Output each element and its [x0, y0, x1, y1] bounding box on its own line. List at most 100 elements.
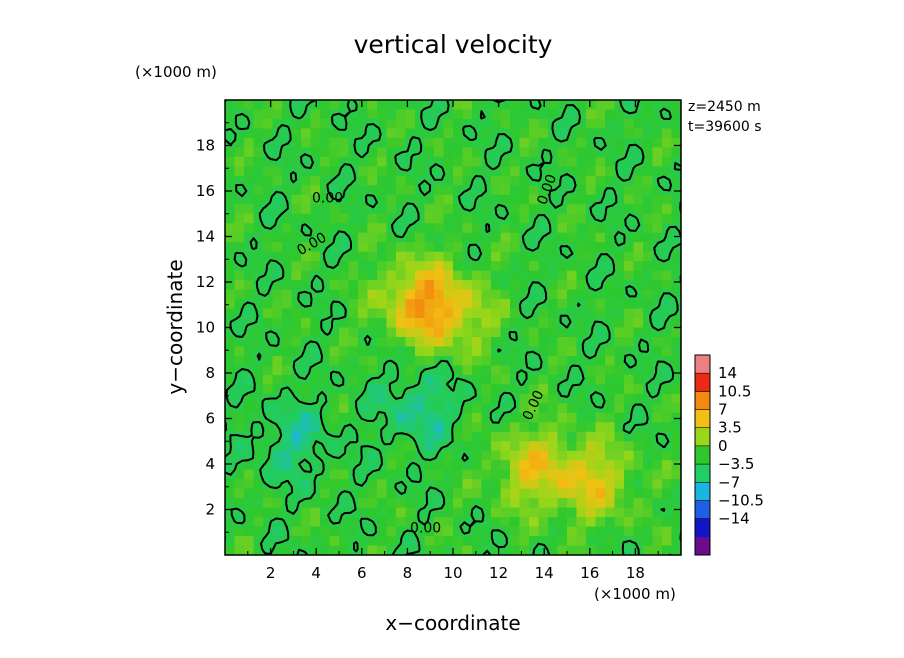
field-cell — [548, 355, 559, 367]
field-cell — [377, 223, 388, 234]
field-cell — [567, 346, 578, 357]
field-cell — [614, 128, 625, 139]
field-cell — [453, 469, 464, 480]
field-cell — [510, 393, 521, 404]
field-cell — [567, 318, 578, 329]
field-cell — [643, 100, 654, 111]
field-cell — [671, 460, 681, 471]
field-cell — [272, 232, 283, 243]
field-cell — [377, 479, 388, 490]
field-cell — [529, 194, 540, 205]
field-cell — [643, 289, 654, 300]
field-cell — [462, 232, 473, 243]
field-cell — [662, 327, 673, 338]
field-cell — [548, 299, 559, 310]
field-cell — [491, 175, 502, 186]
field-cell — [329, 251, 340, 262]
field-cell — [329, 147, 340, 158]
field-cell — [301, 308, 312, 319]
field-cell — [453, 336, 464, 348]
field-cell — [282, 517, 293, 528]
field-cell — [339, 460, 350, 471]
field-cell — [491, 223, 502, 234]
field-cell — [643, 374, 654, 385]
colorbar-swatch — [695, 464, 710, 483]
field-cell — [671, 280, 681, 291]
field-cell — [453, 166, 464, 177]
field-cell — [377, 299, 388, 310]
field-cell — [339, 365, 350, 376]
field-cell — [253, 175, 264, 186]
field-cell — [434, 479, 445, 490]
field-cell — [396, 204, 407, 215]
field-cell — [652, 498, 663, 509]
field-cell — [643, 336, 654, 348]
field-cell — [595, 393, 606, 404]
field-cell — [301, 299, 312, 310]
field-cell — [443, 194, 454, 205]
field-cell — [671, 204, 681, 215]
field-cell — [272, 289, 283, 300]
field-cell — [491, 308, 502, 319]
field-cell — [310, 175, 321, 186]
field-cell — [272, 536, 283, 547]
field-cell — [291, 289, 302, 300]
field-cell — [329, 517, 340, 528]
field-cell — [339, 450, 350, 461]
field-cell — [462, 393, 473, 404]
field-cell — [339, 261, 350, 272]
field-cell — [557, 166, 568, 177]
field-cell — [263, 232, 274, 243]
field-cell — [548, 498, 559, 509]
field-cell — [491, 261, 502, 272]
field-cell — [671, 374, 681, 385]
field-cell — [396, 355, 407, 367]
field-cell — [339, 441, 350, 452]
field-cell — [377, 450, 388, 461]
field-cell — [234, 355, 245, 367]
field-cell — [434, 308, 445, 319]
field-cell — [472, 185, 483, 196]
field-cell — [557, 517, 568, 528]
field-cell — [662, 374, 673, 385]
field-cell — [624, 204, 635, 215]
field-cell — [500, 128, 511, 139]
field-cell — [434, 336, 445, 348]
field-cell — [567, 128, 578, 139]
field-cell — [624, 185, 635, 196]
field-cell — [320, 166, 331, 177]
field-cell — [557, 488, 568, 499]
field-cell — [510, 261, 521, 272]
field-cell — [500, 318, 511, 329]
field-cell — [253, 280, 264, 291]
field-cell — [671, 128, 681, 139]
field-cell — [272, 109, 283, 120]
colorbar-swatch — [695, 391, 710, 410]
field-cell — [301, 460, 312, 471]
field-cell — [567, 242, 578, 253]
field-cell — [481, 175, 492, 186]
field-cell — [595, 460, 606, 471]
field-cell — [234, 318, 245, 329]
field-cell — [339, 223, 350, 234]
field-cell — [282, 536, 293, 547]
field-cell — [320, 223, 331, 234]
field-cell — [491, 479, 502, 490]
field-cell — [472, 270, 483, 281]
field-cell — [500, 242, 511, 253]
field-cell — [586, 270, 597, 281]
field-cell — [291, 147, 302, 158]
field-cell — [339, 498, 350, 509]
field-cell — [453, 450, 464, 461]
field-cell — [472, 156, 483, 167]
field-cell — [614, 431, 625, 442]
field-cell — [244, 374, 255, 385]
field-cell — [662, 450, 673, 461]
field-cell — [538, 450, 549, 461]
field-cell — [624, 346, 635, 357]
field-cell — [462, 479, 473, 490]
field-cell — [472, 441, 483, 452]
field-cell — [605, 422, 616, 433]
field-cell — [491, 318, 502, 329]
field-cell — [586, 384, 597, 395]
